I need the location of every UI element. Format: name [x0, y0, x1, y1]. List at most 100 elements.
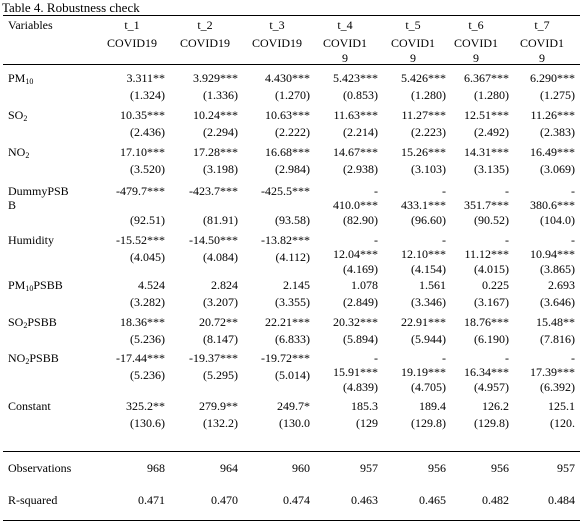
std-error-cell: (2.383) [540, 125, 575, 139]
coefficient-cell: -17.44*** [116, 351, 165, 365]
row-label-subscript: 2 [23, 321, 28, 330]
coefficient-cell: 17.28*** [193, 145, 238, 159]
coefficient-cell: 20.72** [199, 315, 238, 329]
coefficient-cell: 11.27*** [401, 108, 446, 122]
std-error-cell: (4.169) [343, 262, 378, 276]
stat-value: 0.463 [351, 493, 378, 507]
row-label-text: NO [8, 351, 26, 365]
row-label-text: Constant [8, 399, 51, 413]
coefficient-cell: 433.1*** [401, 198, 446, 212]
std-error-cell: (5.944) [411, 332, 446, 346]
coefficient-cell: 410.0*** [333, 198, 378, 212]
coefficient-cell: -19.72*** [261, 351, 310, 365]
stat-value: 0.484 [548, 493, 575, 507]
std-error-cell: (3.865) [540, 262, 575, 276]
std-error-cell: (3.282) [130, 295, 165, 309]
coefficient-cell: 10.35*** [120, 108, 165, 122]
std-error-cell: (4.705) [411, 380, 446, 394]
column-subheader: COVID1 [454, 36, 498, 50]
stat-value: 957 [360, 461, 378, 475]
negative-sign: - [505, 233, 509, 247]
coefficient-cell: 17.39*** [530, 365, 575, 379]
coefficient-cell: 249.7* [277, 399, 310, 413]
column-name: t_6 [468, 18, 484, 32]
std-error-cell: (2.222) [275, 125, 310, 139]
coefficient-cell: 19.19*** [401, 365, 446, 379]
row-label-subscript: 2 [25, 151, 30, 160]
coefficient-cell: 16.68*** [265, 145, 310, 159]
column-subheader-wrap: 9 [473, 51, 479, 65]
row-label-suffix: PSBB [29, 351, 59, 365]
row-label-text: PM [8, 278, 26, 292]
coefficient-cell: -425.5*** [261, 184, 310, 198]
coefficient-cell: 6.367*** [464, 71, 509, 85]
std-error-cell: (5.236) [130, 332, 165, 346]
negative-sign: - [374, 184, 378, 198]
std-error-cell: (4.045) [130, 250, 165, 264]
row-label-text: SO [8, 108, 24, 122]
std-error-cell: (3.646) [540, 295, 575, 309]
row-label-text: PM [8, 71, 26, 85]
std-error-cell: (1.280) [474, 88, 509, 102]
coefficient-cell: 11.63*** [333, 108, 378, 122]
std-error-cell: (129.8) [411, 416, 446, 430]
negative-sign: - [505, 184, 509, 198]
std-error-cell: (2.492) [474, 125, 509, 139]
stat-value: 957 [557, 461, 575, 475]
std-error-cell: (1.324) [130, 88, 165, 102]
stat-value: 0.465 [419, 493, 446, 507]
std-error-cell: (3.207) [203, 295, 238, 309]
coefficient-cell: 5.423*** [333, 71, 378, 85]
stat-label: R-squared [8, 493, 58, 507]
column-subheader: COVID19 [180, 36, 230, 50]
coefficient-cell: 14.31*** [464, 145, 509, 159]
row-label: SO2 [8, 108, 27, 123]
std-error-cell: (130.0 [279, 416, 310, 430]
std-error-cell: (0.853) [343, 88, 378, 102]
coefficient-cell: 16.34*** [464, 365, 509, 379]
std-error-cell: (3.346) [411, 295, 446, 309]
column-name: t_4 [337, 18, 353, 32]
std-error-cell: (2.938) [343, 162, 378, 176]
coefficient-cell: 4.430*** [265, 71, 310, 85]
coefficient-cell: 14.67*** [333, 145, 378, 159]
row-label: Constant [8, 399, 51, 414]
std-error-cell: (3.069) [540, 162, 575, 176]
coefficient-cell: 15.91*** [333, 365, 378, 379]
stat-value: 968 [147, 461, 165, 475]
std-error-cell: (4.015) [474, 262, 509, 276]
stat-value: 960 [292, 461, 310, 475]
coefficient-cell: 20.32*** [333, 315, 378, 329]
row-label-subscript: 2 [23, 114, 28, 123]
coefficient-cell: 325.2** [126, 399, 165, 413]
coefficient-cell: 16.49*** [530, 145, 575, 159]
column-name: t_7 [534, 18, 550, 32]
std-error-cell: (6.190) [474, 332, 509, 346]
column-name: t_5 [405, 18, 421, 32]
row-label: Humidity [8, 233, 54, 248]
negative-sign: - [505, 351, 509, 365]
column-subheader: COVID19 [107, 36, 157, 50]
row-label-subscript: 10 [25, 284, 34, 293]
std-error-cell: (120. [550, 416, 575, 430]
coefficient-cell: 4.524 [138, 278, 165, 292]
coefficient-cell: 2.824 [211, 278, 238, 292]
std-error-cell: (3.520) [130, 162, 165, 176]
coefficient-cell: 3.311** [126, 71, 165, 85]
negative-sign: - [442, 233, 446, 247]
negative-sign: - [571, 184, 575, 198]
coefficient-cell: 12.04*** [333, 247, 378, 261]
coefficient-cell: 10.63*** [265, 108, 310, 122]
std-error-cell: (96.60) [411, 213, 446, 227]
column-name: t_1 [124, 18, 140, 32]
coefficient-cell: 1.561 [419, 278, 446, 292]
coefficient-cell: 18.36*** [120, 315, 165, 329]
negative-sign: - [374, 351, 378, 365]
std-error-cell: (104.0) [540, 213, 575, 227]
stat-value: 0.471 [138, 493, 165, 507]
column-subheader: COVID19 [252, 36, 302, 50]
coefficient-cell: 2.145 [283, 278, 310, 292]
row-label: SO2PSBB [8, 315, 57, 330]
std-error-cell: (129 [356, 416, 378, 430]
coefficient-cell: 189.4 [419, 399, 446, 413]
